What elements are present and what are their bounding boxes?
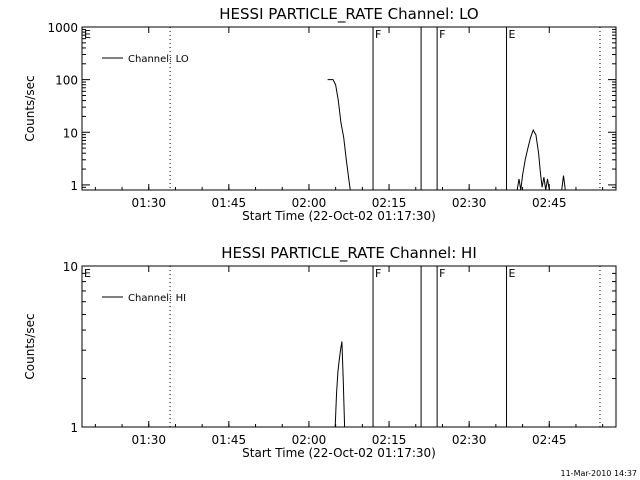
flag-label: E	[84, 28, 91, 41]
panel-lo: HESSI PARTICLE_RATE Channel: LO 01:30 01:4…	[23, 5, 617, 223]
x-tick-label: 01:45	[212, 433, 247, 447]
y-tick-label: 10	[63, 126, 78, 140]
x-tick-label: 02:00	[292, 433, 327, 447]
plot-frame	[81, 26, 617, 191]
series-line-segment	[561, 175, 566, 190]
flag-label: E	[84, 267, 91, 280]
legend-label: Channel: HI	[128, 293, 186, 304]
y-axis-label: Counts/sec	[23, 313, 37, 379]
y-tick-label: 10	[63, 260, 78, 274]
flag-label: E	[509, 267, 516, 280]
panel-hi: HESSI PARTICLE_RATE Channel: HI 01:30 01:4…	[23, 244, 617, 460]
series-line-segment	[327, 79, 351, 190]
series-line-segment	[334, 341, 346, 427]
flag-label: F	[375, 28, 381, 41]
flag-label: F	[375, 267, 381, 280]
x-axis-label: Start Time (22-Oct-02 01:17:30)	[242, 446, 436, 460]
y-tick-label: 100	[55, 74, 78, 88]
y-tick-label: 1000	[47, 21, 78, 35]
legend-label: Channel: LO	[128, 54, 189, 65]
x-tick-label: 02:00	[292, 196, 327, 210]
x-tick-label: 02:45	[532, 433, 567, 447]
x-tick-label: 01:30	[131, 433, 166, 447]
x-tick-label: 02:15	[372, 433, 407, 447]
series-line-segment	[516, 128, 555, 190]
flag-label: E	[509, 28, 516, 41]
flag-label: F	[439, 28, 445, 41]
plot-frame	[81, 265, 617, 428]
data-series	[334, 341, 346, 427]
x-tick-label: 02:15	[372, 196, 407, 210]
chart-title: HESSI PARTICLE_RATE Channel: HI	[221, 244, 477, 263]
x-tick-label: 01:30	[131, 196, 166, 210]
x-tick-label: 02:45	[532, 196, 567, 210]
x-tick-label: 02:30	[452, 196, 487, 210]
y-axis-label: Counts/sec	[23, 75, 37, 141]
x-tick-label: 01:45	[212, 196, 247, 210]
chart-title: HESSI PARTICLE_RATE Channel: LO	[219, 5, 478, 24]
data-series	[327, 79, 566, 190]
y-tick-label: 1	[70, 421, 78, 435]
flag-label: F	[439, 267, 445, 280]
x-axis-label: Start Time (22-Oct-02 01:17:30)	[242, 209, 436, 223]
x-tick-label: 02:30	[452, 433, 487, 447]
footer-timestamp: 11-Mar-2010 14:37	[561, 469, 638, 478]
y-tick-label: 1	[70, 179, 78, 193]
